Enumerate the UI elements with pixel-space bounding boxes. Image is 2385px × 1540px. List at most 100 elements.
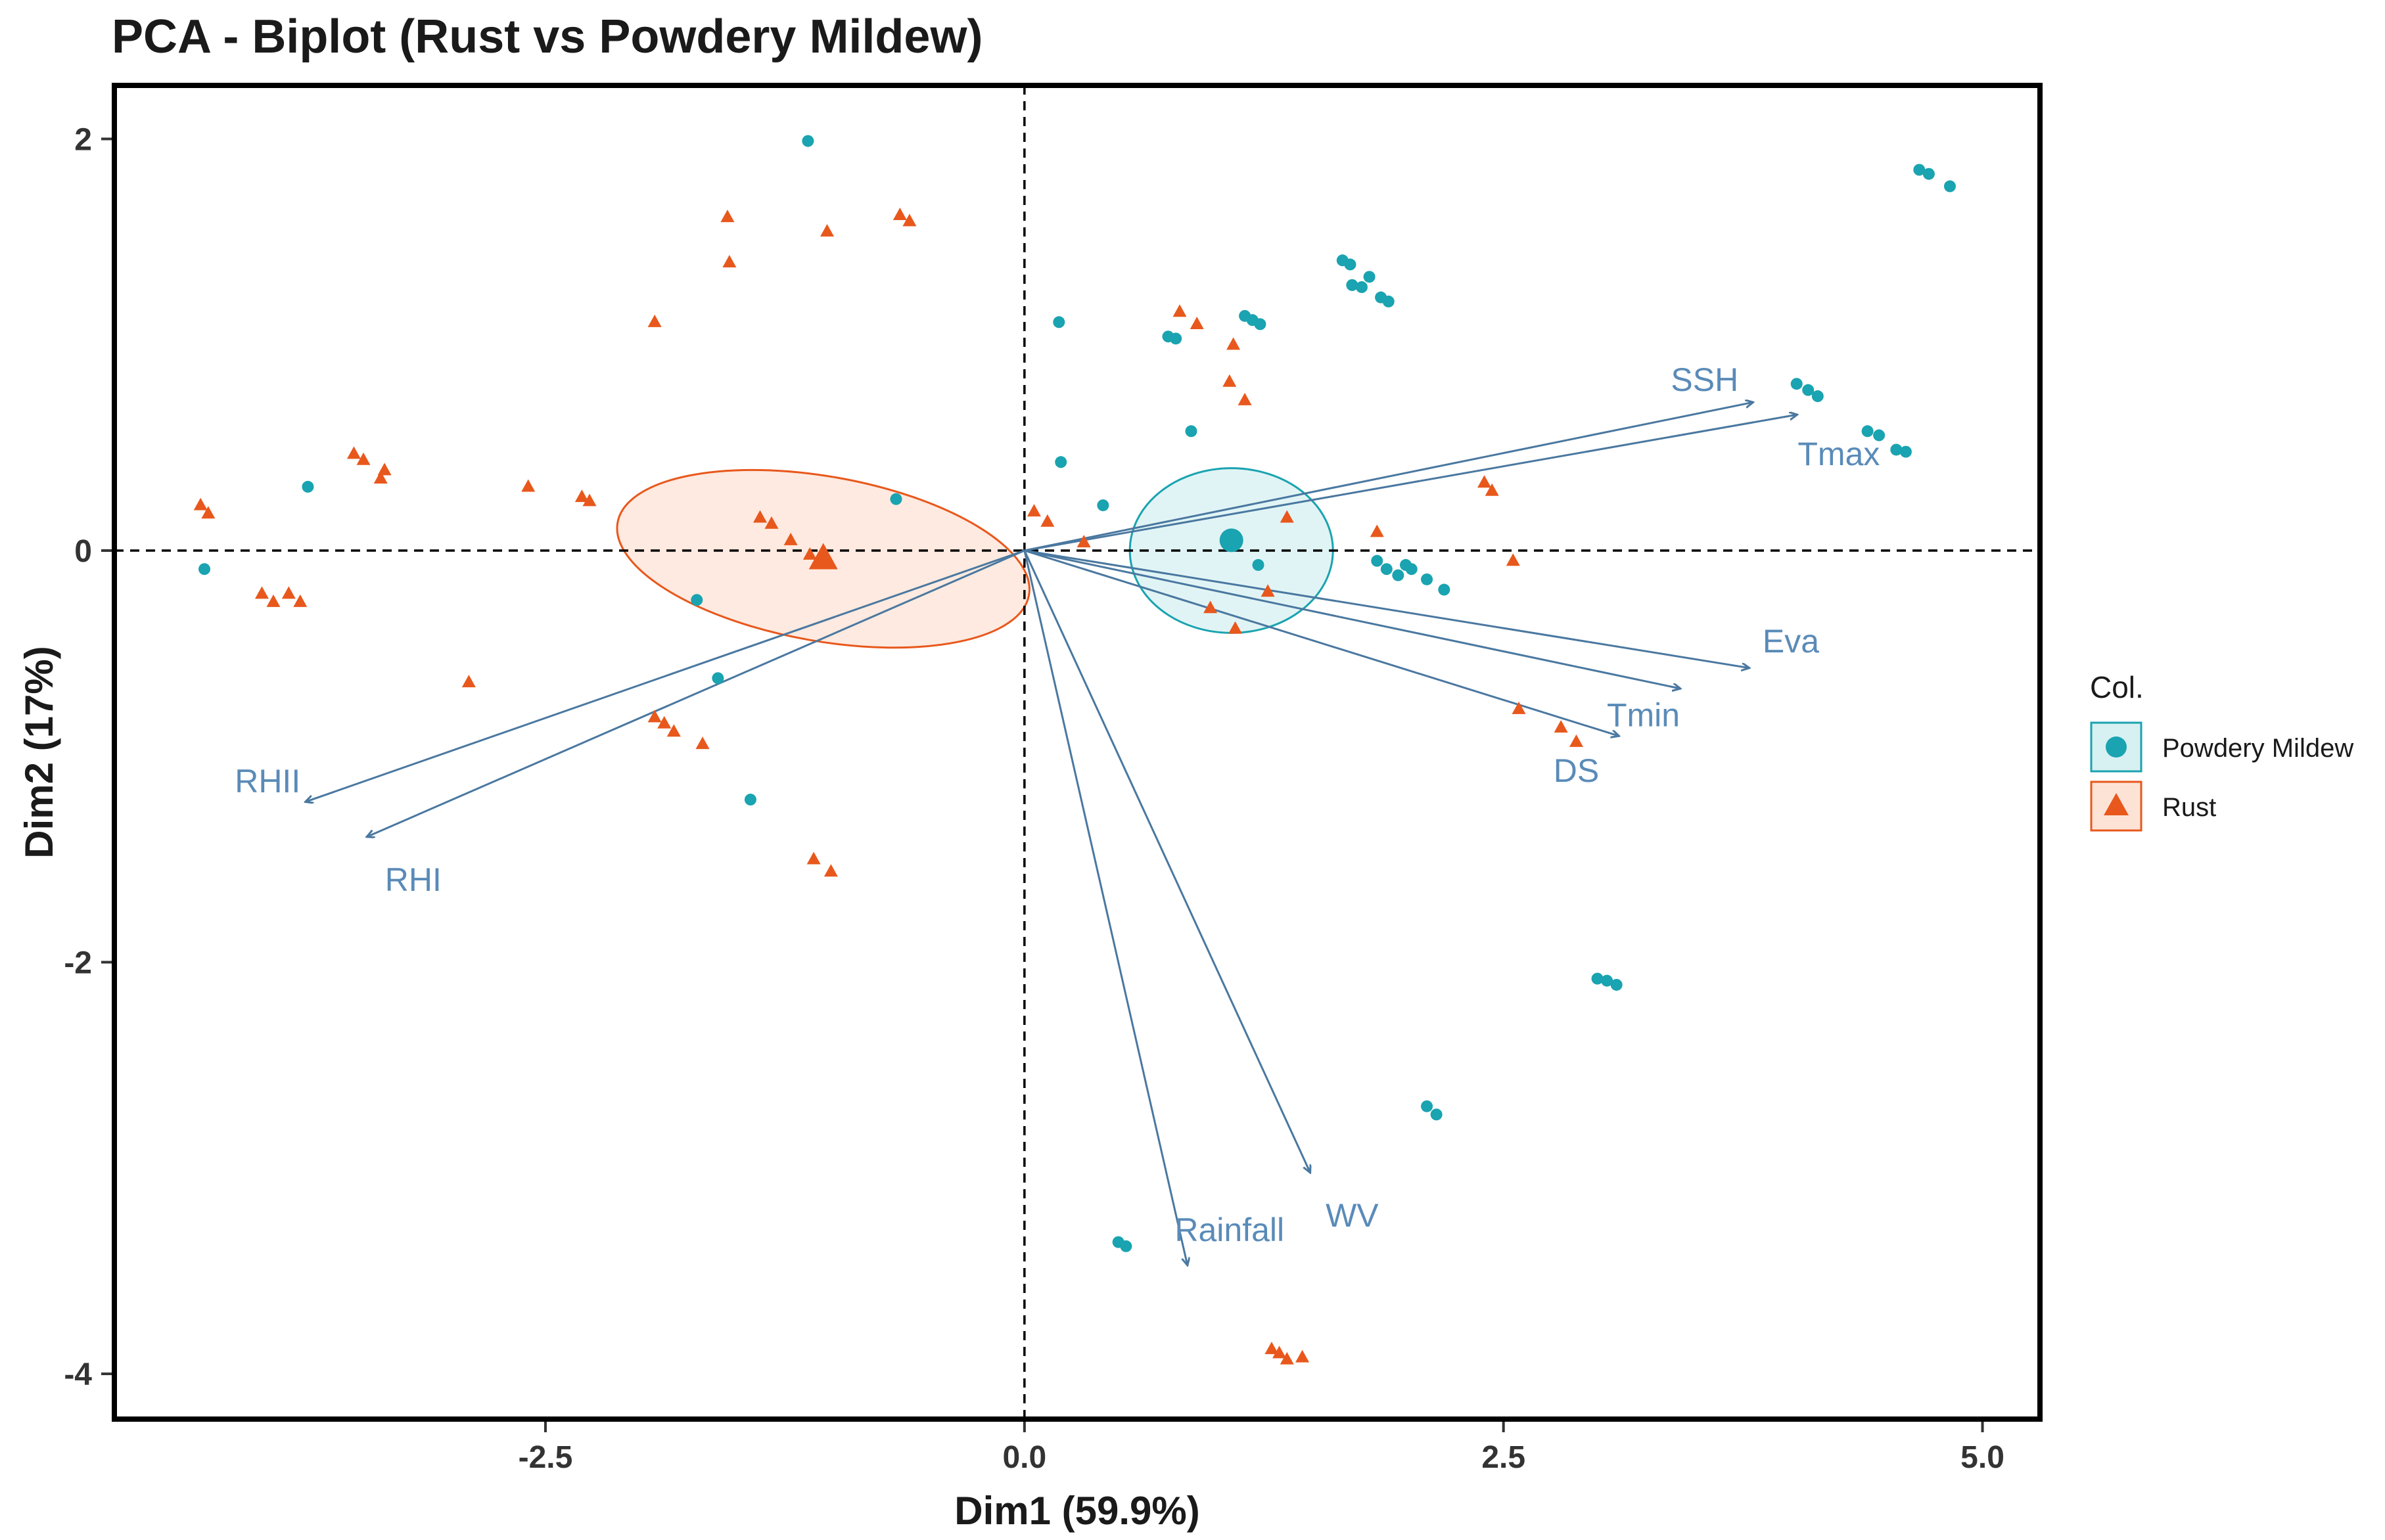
y-tick-label: 2 bbox=[74, 122, 92, 157]
point-rust bbox=[823, 864, 838, 877]
variable-label-ssh: SSH bbox=[1671, 361, 1738, 398]
point-rust bbox=[461, 675, 476, 688]
point-rust bbox=[902, 214, 917, 227]
group-centroids bbox=[808, 528, 1243, 570]
y-tick-label: 0 bbox=[74, 534, 92, 569]
point-rust bbox=[820, 224, 835, 237]
point-rust bbox=[657, 715, 672, 729]
point-rust bbox=[356, 452, 371, 465]
y-tick-label: -2 bbox=[64, 946, 92, 981]
arrow-rainfall bbox=[1023, 550, 1188, 1265]
point-powdery-mildew bbox=[1252, 558, 1264, 571]
point-powdery-mildew bbox=[1254, 318, 1266, 330]
point-powdery-mildew bbox=[691, 594, 703, 606]
point-rust bbox=[666, 724, 681, 737]
point-powdery-mildew bbox=[1811, 390, 1824, 403]
point-rust bbox=[1272, 1346, 1287, 1359]
point-rust bbox=[892, 207, 907, 220]
point-rust bbox=[1512, 701, 1526, 714]
variable-label-tmax: Tmax bbox=[1797, 436, 1880, 472]
point-powdery-mildew bbox=[1430, 1108, 1443, 1121]
y-axis-title: Dim2 (17%) bbox=[17, 646, 61, 858]
point-powdery-mildew bbox=[1170, 332, 1182, 345]
point-powdery-mildew bbox=[712, 672, 724, 685]
point-rust bbox=[722, 255, 737, 268]
point-rust bbox=[1226, 337, 1241, 350]
point-powdery-mildew bbox=[1802, 384, 1815, 396]
point-powdery-mildew bbox=[1382, 295, 1395, 307]
point-powdery-mildew bbox=[1899, 445, 1912, 458]
point-rust bbox=[254, 586, 269, 599]
point-rust bbox=[266, 594, 281, 607]
point-rust bbox=[1172, 304, 1187, 317]
x-tick-label: 5.0 bbox=[1960, 1440, 2004, 1475]
point-rust bbox=[377, 463, 392, 476]
centroid-powdery-mildew bbox=[1219, 528, 1243, 553]
x-tick-label: 2.5 bbox=[1481, 1440, 1525, 1475]
x-tick-label: -2.5 bbox=[519, 1440, 573, 1475]
point-rust bbox=[647, 710, 662, 723]
point-powdery-mildew bbox=[1392, 569, 1404, 581]
point-rust bbox=[647, 314, 662, 327]
point-rust bbox=[1222, 374, 1237, 387]
y-tick-label: -4 bbox=[64, 1357, 92, 1392]
point-powdery-mildew bbox=[1097, 499, 1109, 512]
point-powdery-mildew bbox=[744, 794, 756, 806]
point-rust bbox=[802, 547, 817, 560]
arrow-eva bbox=[1024, 549, 1749, 668]
point-rust bbox=[293, 594, 308, 607]
point-rust bbox=[806, 851, 821, 865]
point-powdery-mildew bbox=[1873, 429, 1886, 442]
x-axis-title: Dim1 (59.9%) bbox=[954, 1489, 1199, 1533]
point-rust bbox=[346, 446, 361, 459]
point-rust bbox=[1280, 1351, 1294, 1365]
point-powdery-mildew bbox=[1421, 573, 1433, 585]
legend-circle-icon bbox=[2106, 736, 2127, 758]
data-points bbox=[193, 135, 1956, 1365]
legend-label-rust: Rust bbox=[2162, 793, 2216, 822]
point-rust bbox=[1370, 524, 1384, 537]
legend-item-rust: Rust bbox=[2090, 781, 2216, 832]
point-rust bbox=[764, 516, 779, 529]
point-powdery-mildew bbox=[302, 480, 314, 493]
point-rust bbox=[1261, 584, 1275, 597]
point-powdery-mildew bbox=[1922, 168, 1935, 180]
point-rust bbox=[201, 506, 216, 519]
legend-item-powdery-mildew: Powdery Mildew bbox=[2090, 721, 2353, 773]
point-rust bbox=[1040, 514, 1055, 527]
point-powdery-mildew bbox=[1913, 164, 1926, 176]
point-powdery-mildew bbox=[802, 135, 814, 147]
point-powdery-mildew bbox=[1943, 180, 1956, 192]
variable-label-ds: DS bbox=[1554, 752, 1599, 789]
point-rust bbox=[1077, 535, 1091, 548]
variable-label-rhii: RHII bbox=[235, 763, 300, 800]
point-rust bbox=[1554, 720, 1568, 733]
variable-label-wv: WV bbox=[1326, 1197, 1379, 1234]
reference-lines bbox=[114, 85, 2040, 1419]
arrow-rhii bbox=[306, 549, 1025, 802]
point-rust bbox=[1238, 392, 1252, 405]
point-rust bbox=[783, 532, 798, 545]
point-powdery-mildew bbox=[1053, 316, 1065, 328]
point-rust bbox=[574, 489, 589, 503]
centroid-rust bbox=[808, 543, 838, 570]
point-powdery-mildew bbox=[1380, 563, 1393, 576]
point-powdery-mildew bbox=[1371, 555, 1383, 567]
chart-title: PCA - Biplot (Rust vs Powdery Mildew) bbox=[112, 11, 983, 63]
point-rust bbox=[1569, 734, 1583, 747]
point-powdery-mildew bbox=[1346, 279, 1358, 291]
variable-label-rainfall: Rainfall bbox=[1174, 1212, 1284, 1248]
arrow-tmax bbox=[1024, 415, 1797, 552]
point-powdery-mildew bbox=[1610, 978, 1623, 991]
x-tick-label: 0.0 bbox=[1002, 1440, 1046, 1475]
arrow-rhi bbox=[367, 549, 1025, 836]
point-powdery-mildew bbox=[1344, 258, 1356, 271]
point-powdery-mildew bbox=[198, 563, 211, 576]
point-rust bbox=[720, 210, 735, 223]
point-powdery-mildew bbox=[1890, 443, 1903, 456]
point-rust bbox=[1477, 475, 1492, 488]
point-rust bbox=[695, 736, 710, 750]
point-rust bbox=[281, 586, 296, 599]
